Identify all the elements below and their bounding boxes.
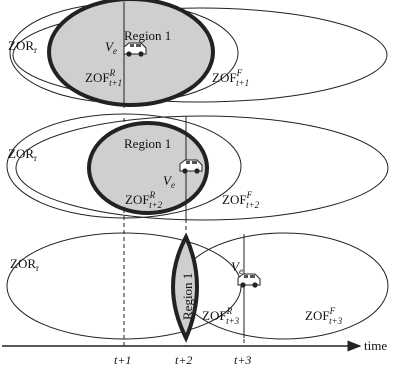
- region-1-shape: [171, 232, 199, 343]
- tick-label-t3: t+3: [234, 353, 251, 367]
- zor-label: ZORr: [8, 146, 37, 163]
- zof-r-label: ZOFR t+2: [125, 190, 163, 210]
- region-label: Region 1: [180, 273, 195, 320]
- zof-ellipse: [179, 232, 389, 340]
- region-label: Region 1: [124, 136, 171, 151]
- vehicle-icon: [237, 273, 261, 289]
- time-axis-label: time: [364, 338, 387, 353]
- zof-f-label: ZOFF t+1: [212, 68, 249, 88]
- region-1-shape: [87, 121, 209, 215]
- zof-ellipse: [15, 115, 389, 221]
- zof-r-label: ZOFR t+1: [85, 68, 122, 88]
- vehicle-label: Ve: [231, 259, 243, 276]
- zor-ellipse: [6, 113, 242, 219]
- panel-1: [9, 0, 388, 108]
- tick-label-t1: t+1: [114, 353, 131, 367]
- vehicle-label: Ve: [163, 173, 175, 190]
- zof-f-label: ZOFF t+2: [222, 190, 260, 210]
- panel-2: [6, 113, 389, 221]
- region-label: Region 1: [124, 28, 171, 43]
- zof-ellipse: [12, 7, 388, 103]
- tick-label-t2: t+2: [175, 353, 192, 367]
- zof-f-label: ZOFF t+3: [305, 306, 343, 326]
- panel-3: [6, 232, 389, 343]
- zof-r-label: ZOFR t+3: [202, 306, 240, 326]
- vehicle-label: Ve: [105, 39, 117, 56]
- zor-label: ZORr: [10, 256, 39, 273]
- zor-label: ZORr: [8, 38, 37, 55]
